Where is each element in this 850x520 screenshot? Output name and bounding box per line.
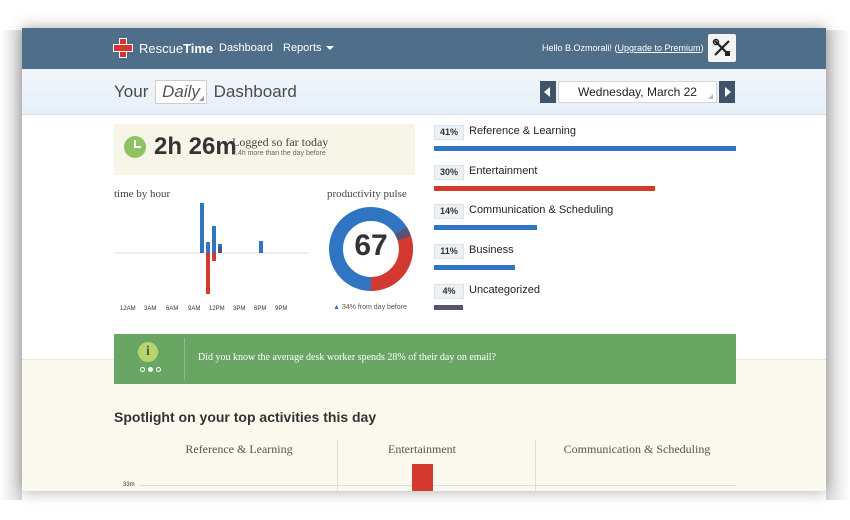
dashboard-header: Your Daily Dashboard Wednesday, March 22 [22, 69, 826, 115]
spotlight-gridline [140, 485, 736, 486]
productivity-pulse-score: 67 [354, 229, 388, 262]
tip-banner[interactable]: i Did you know the average desk worker s… [114, 334, 736, 384]
carousel-dot[interactable] [156, 367, 161, 372]
category-bar [434, 225, 537, 230]
category-row[interactable]: 41% Reference & Learning [434, 125, 736, 159]
spotlight-bar[interactable] [412, 464, 433, 491]
hour-tick: 9PM [275, 306, 288, 312]
category-name: Entertainment [469, 165, 538, 177]
category-row[interactable]: 4% Uncategorized [434, 284, 736, 318]
pulse-change: ▲ 34% from day before [333, 304, 407, 311]
nav-dashboard-link[interactable]: Dashboard [219, 42, 273, 54]
time-by-hour-label: time by hour [114, 188, 171, 200]
settings-tools-button[interactable] [708, 34, 736, 62]
hour-bar[interactable] [206, 253, 210, 294]
hour-tick: 9AM [188, 306, 201, 312]
carousel-dots[interactable] [140, 367, 161, 373]
spotlight-title: Spotlight on your top activities this da… [114, 409, 377, 425]
category-bar [434, 146, 736, 151]
carousel-dot[interactable] [140, 367, 145, 372]
tools-icon [712, 38, 730, 56]
backdrop-shadow-right [826, 30, 850, 500]
hour-bar[interactable] [200, 203, 204, 253]
category-bar [434, 186, 655, 191]
arrow-left-icon [544, 87, 550, 97]
brand-name[interactable]: RescueTime [139, 41, 214, 56]
category-name: Communication & Scheduling [469, 204, 614, 216]
logged-time-comparison: 2.4h more than the day before [232, 150, 326, 157]
category-bar [434, 265, 515, 270]
info-icon: i [138, 342, 158, 362]
previous-day-button[interactable] [540, 81, 556, 103]
category-row[interactable]: 14% Communication & Scheduling [434, 204, 736, 238]
hour-tick: 12AM [120, 306, 136, 312]
hour-bar[interactable] [206, 242, 210, 253]
hour-tick: 3PM [233, 306, 246, 312]
banner-divider [184, 338, 185, 380]
column-divider [337, 440, 338, 491]
hour-bar[interactable] [259, 241, 263, 253]
productivity-pulse-label: productivity pulse [327, 188, 407, 200]
spotlight-axis-label: 33m [123, 482, 135, 488]
period-selector[interactable]: Daily [155, 80, 207, 104]
category-percent: 30% [434, 165, 464, 180]
backdrop-shadow-left [0, 30, 22, 500]
hour-tick: 3AM [144, 306, 157, 312]
hour-tick: 12PM [209, 306, 225, 312]
category-row[interactable]: 11% Business [434, 244, 736, 278]
logged-time-value: 2h 26m [154, 133, 237, 160]
page-title: Your Daily Dashboard [114, 80, 297, 104]
resize-corner-icon [708, 94, 713, 99]
resize-corner-icon [198, 96, 204, 101]
category-name: Uncategorized [469, 284, 540, 296]
pulse-center [344, 222, 398, 276]
hour-bar[interactable] [212, 226, 216, 253]
user-greeting: Hello B.Ozmorali! (Upgrade to Premium) [542, 43, 704, 53]
browser-window: RescueTime Dashboard Reports Hello B.Ozm… [22, 28, 826, 491]
category-percent: 4% [434, 284, 464, 299]
next-day-button[interactable] [719, 81, 735, 103]
time-by-hour-chart[interactable] [114, 200, 314, 318]
category-percent: 14% [434, 204, 464, 219]
tip-text: Did you know the average desk worker spe… [198, 352, 496, 363]
category-bar [434, 305, 463, 310]
upgrade-premium-link[interactable]: Upgrade to Premium [617, 43, 701, 53]
clock-icon [124, 136, 146, 158]
nav-reports-menu[interactable]: Reports [283, 42, 334, 54]
hour-bar[interactable] [218, 247, 222, 253]
hour-tick: 6PM [254, 306, 267, 312]
date-selector[interactable]: Wednesday, March 22 [558, 81, 717, 103]
category-percent: 11% [434, 244, 464, 259]
category-row[interactable]: 30% Entertainment [434, 165, 736, 199]
hour-axis: 12AM 3AM 6AM 9AM 12PM 3PM 6PM 9PM [114, 306, 314, 316]
category-name: Reference & Learning [469, 125, 577, 137]
rescuetime-logo-icon[interactable] [112, 37, 134, 59]
arrow-up-icon: ▲ [333, 304, 340, 311]
category-percent: 41% [434, 125, 464, 140]
spotlight-column-title: Entertainment [388, 442, 456, 456]
category-name: Business [469, 244, 514, 256]
spotlight-column-title: Communication & Scheduling [563, 442, 711, 456]
productivity-pulse-donut[interactable] [328, 206, 414, 292]
arrow-right-icon [725, 87, 731, 97]
top-nav: RescueTime Dashboard Reports Hello B.Ozm… [22, 28, 826, 69]
carousel-dot-active[interactable] [148, 367, 153, 372]
hour-tick: 6AM [166, 306, 179, 312]
column-divider [535, 440, 536, 491]
logged-time-panel: 2h 26m Logged so far today 2.4h more tha… [114, 124, 415, 175]
chevron-down-icon [325, 46, 334, 51]
hour-bar[interactable] [212, 253, 216, 261]
logged-time-label: Logged so far today [232, 135, 329, 149]
spotlight-column-title: Reference & Learning [185, 442, 293, 456]
pulse-distracting-arc [329, 207, 413, 291]
